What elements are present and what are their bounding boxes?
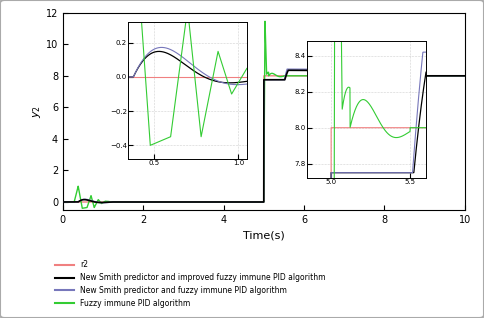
Legend: r2, New Smith predictor and improved fuzzy immune PID algorithm, New Smith predi: r2, New Smith predictor and improved fuz… [52, 258, 329, 311]
Y-axis label: $y_2$: $y_2$ [31, 105, 43, 118]
X-axis label: Time(s): Time(s) [243, 230, 285, 240]
